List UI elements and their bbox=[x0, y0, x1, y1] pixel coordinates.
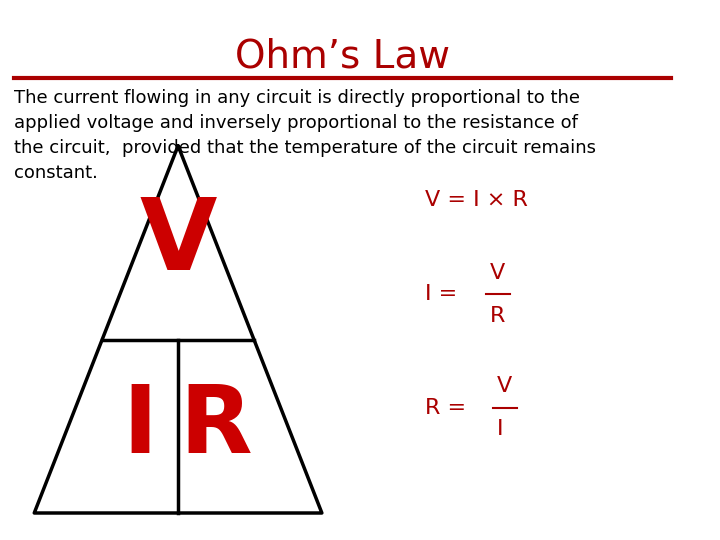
Text: R: R bbox=[180, 381, 253, 472]
Text: V: V bbox=[497, 376, 512, 396]
Text: V: V bbox=[490, 262, 505, 283]
Text: I: I bbox=[122, 381, 158, 472]
Text: The current flowing in any circuit is directly proportional to the
applied volta: The current flowing in any circuit is di… bbox=[14, 89, 595, 182]
Text: Ohm’s Law: Ohm’s Law bbox=[235, 38, 450, 76]
Text: V = I × R: V = I × R bbox=[425, 190, 528, 210]
Text: I: I bbox=[497, 419, 503, 440]
Text: R: R bbox=[490, 306, 505, 326]
Text: V: V bbox=[140, 194, 217, 292]
Text: I =: I = bbox=[425, 284, 464, 305]
Text: R =: R = bbox=[425, 397, 473, 418]
